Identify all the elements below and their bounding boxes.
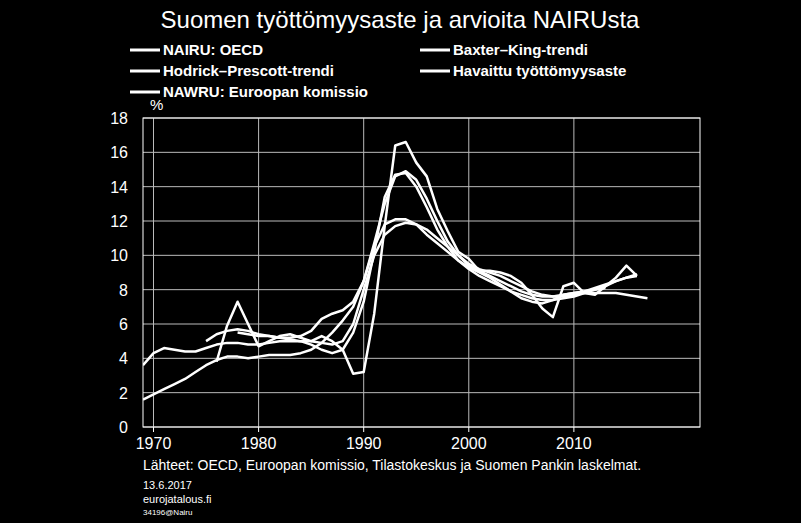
y-tick-label: 10 bbox=[110, 247, 128, 264]
y-tick-label: 12 bbox=[110, 213, 128, 230]
grid-line bbox=[143, 255, 700, 256]
x-tick bbox=[363, 427, 364, 432]
legend-label: Baxter–King-trendi bbox=[453, 41, 588, 58]
footer-note: eurojatalous.fi bbox=[143, 493, 212, 505]
grid-line bbox=[363, 118, 364, 427]
grid-line bbox=[143, 392, 700, 393]
plot-frame bbox=[143, 118, 700, 427]
legend-swatch bbox=[130, 91, 160, 94]
grid-line bbox=[573, 118, 574, 427]
x-tick bbox=[468, 427, 469, 432]
series-line bbox=[143, 219, 637, 399]
y-tick-label: 16 bbox=[110, 144, 128, 161]
y-tick-label: 2 bbox=[119, 385, 128, 402]
grid-line bbox=[153, 118, 154, 427]
legend-swatch bbox=[130, 70, 160, 73]
legend-label: Havaittu työttömyysaste bbox=[453, 62, 626, 79]
background bbox=[0, 0, 801, 523]
x-tick-label: 2000 bbox=[451, 435, 487, 452]
y-tick-label: 0 bbox=[119, 419, 128, 436]
source: Lähteet: OECD, Euroopan komissio, Tilast… bbox=[143, 457, 641, 473]
y-tick-label: 14 bbox=[110, 179, 128, 196]
x-tick bbox=[153, 427, 154, 432]
x-tick-label: 1990 bbox=[346, 435, 382, 452]
grid-line bbox=[468, 118, 469, 427]
series-lines bbox=[143, 142, 647, 400]
x-tick-label: 2010 bbox=[556, 435, 592, 452]
legend-label: NAWRU: Euroopan komissio bbox=[163, 83, 368, 100]
series-line bbox=[238, 173, 606, 353]
series-line bbox=[206, 171, 637, 341]
y-tick-label: 8 bbox=[119, 282, 128, 299]
grid bbox=[143, 118, 700, 432]
y-axis-label: % bbox=[150, 96, 163, 113]
series-line bbox=[217, 142, 637, 374]
legend-label: NAIRU: OECD bbox=[163, 41, 263, 58]
chart: Suomen työttömyysaste ja arvioita NAIRUs… bbox=[0, 0, 801, 523]
title: Suomen työttömyysaste ja arvioita NAIRUs… bbox=[161, 6, 641, 33]
grid-line bbox=[143, 152, 700, 153]
legend-swatch bbox=[420, 70, 450, 73]
x-tick bbox=[573, 427, 574, 432]
legend-label: Hodrick–Prescott-trendi bbox=[163, 62, 334, 79]
grid-line bbox=[143, 221, 700, 222]
x-tick-label: 1980 bbox=[241, 435, 277, 452]
footer-note: 13.6.2017 bbox=[143, 479, 192, 491]
grid-line bbox=[258, 118, 259, 427]
y-tick-label: 18 bbox=[110, 110, 128, 127]
y-tick-label: 4 bbox=[119, 350, 128, 367]
legend-swatch bbox=[420, 49, 450, 52]
legend: NAIRU: OECD Baxter–King-trendi Hodrick–Pre… bbox=[130, 41, 626, 100]
legend-swatch bbox=[130, 49, 160, 52]
x-tick bbox=[258, 427, 259, 432]
y-tick-label: 6 bbox=[119, 316, 128, 333]
footer-note: 34196@Nairu bbox=[143, 508, 192, 517]
x-tick-label: 1970 bbox=[136, 435, 172, 452]
grid-line bbox=[143, 289, 700, 290]
